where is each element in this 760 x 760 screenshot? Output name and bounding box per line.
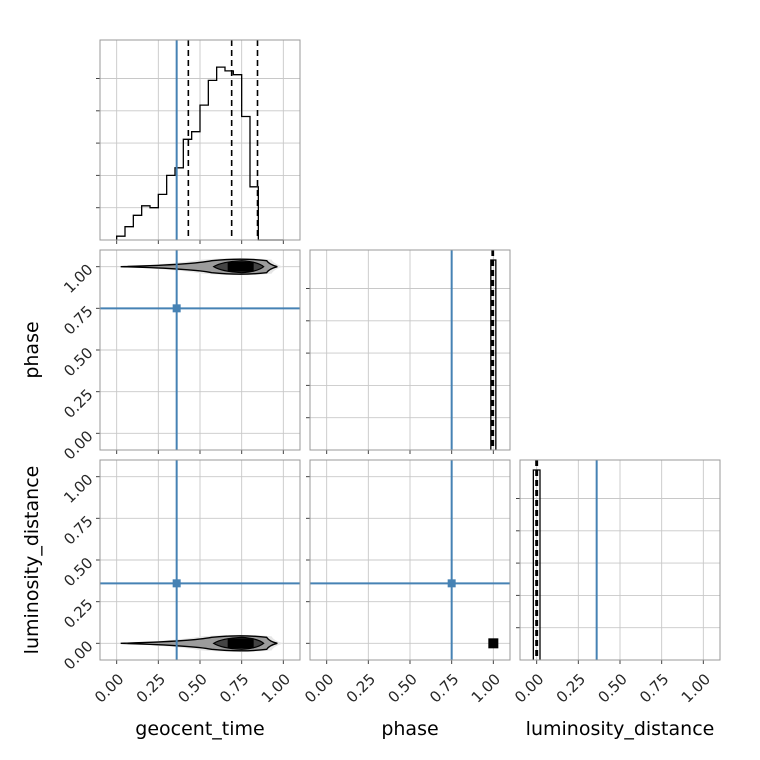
xtick-label-luminosity_distance-2: 0.50	[594, 670, 630, 706]
frame-layer	[96, 39, 721, 664]
hist-phase-frame	[309, 249, 511, 451]
xtick-label-geocent_time-3: 0.75	[216, 670, 252, 706]
ytick-label-luminosity_distance-1: 0.25	[60, 595, 96, 631]
ytick-label-phase-1: 0.25	[60, 385, 96, 421]
xtick-label-geocent_time-4: 1.00	[258, 670, 294, 706]
ytick-label-phase-2: 0.50	[60, 344, 96, 380]
2d-phase-vs-luminosity_distance-truth-marker	[447, 579, 456, 588]
xlabel-phase: phase	[381, 718, 438, 740]
xtick-label-geocent_time-1: 0.25	[133, 670, 169, 706]
2d-phase-vs-luminosity_distance-frame	[309, 459, 511, 661]
xtick-label-luminosity_distance-0: 0.00	[511, 670, 547, 706]
ylabel-luminosity_distance: luminosity_distance	[21, 466, 43, 655]
2d-geocent_time-vs-phase-core	[227, 261, 254, 272]
2d-geocent_time-vs-phase-truth-marker	[172, 304, 181, 313]
ytick-label-luminosity_distance-4: 1.00	[60, 470, 96, 506]
2d-geocent_time-vs-luminosity_distance-core	[227, 638, 254, 649]
xlabel-luminosity_distance: luminosity_distance	[526, 718, 715, 740]
data-layer	[116, 40, 541, 660]
grid-layer	[100, 40, 720, 660]
2d-phase-vs-luminosity_distance-point	[488, 638, 499, 649]
ytick-label-luminosity_distance-2: 0.50	[60, 554, 96, 590]
xtick-label-luminosity_distance-3: 0.75	[636, 670, 672, 706]
ytick-label-phase-3: 0.75	[60, 302, 96, 338]
xtick-label-phase-4: 1.00	[468, 670, 504, 706]
xtick-label-luminosity_distance-1: 0.25	[553, 670, 589, 706]
xtick-label-geocent_time-2: 0.50	[174, 670, 210, 706]
ytick-label-luminosity_distance-3: 0.75	[60, 512, 96, 548]
2d-geocent_time-vs-phase-frame	[99, 249, 301, 451]
2d-geocent_time-vs-luminosity_distance-truth-marker	[172, 579, 181, 588]
xtick-label-phase-2: 0.50	[384, 670, 420, 706]
truth-layer	[100, 40, 598, 660]
ytick-label-phase-4: 1.00	[60, 260, 96, 296]
xtick-label-phase-1: 0.25	[343, 670, 379, 706]
ytick-label-phase-0: 0.00	[60, 427, 96, 463]
hist-geocent_time-steps	[116, 66, 284, 241]
xtick-label-phase-3: 0.75	[426, 670, 462, 706]
xlabel-geocent_time: geocent_time	[135, 718, 264, 740]
labels-layer: 0.00 0.25 0.50 0.75 1.00 0.00 0.25 0.50 0.75 1.00…	[21, 260, 714, 740]
hist-luminosity_distance-frame	[519, 459, 721, 661]
2d-geocent_time-vs-luminosity_distance-frame	[99, 459, 301, 661]
xtick-label-phase-0: 0.00	[301, 670, 337, 706]
hist-geocent_time-frame	[99, 39, 301, 241]
ylabel-phase: phase	[21, 321, 43, 378]
xtick-label-luminosity_distance-4: 1.00	[678, 670, 714, 706]
xtick-label-geocent_time-0: 0.00	[91, 670, 127, 706]
ytick-label-luminosity_distance-0: 0.00	[60, 637, 96, 673]
